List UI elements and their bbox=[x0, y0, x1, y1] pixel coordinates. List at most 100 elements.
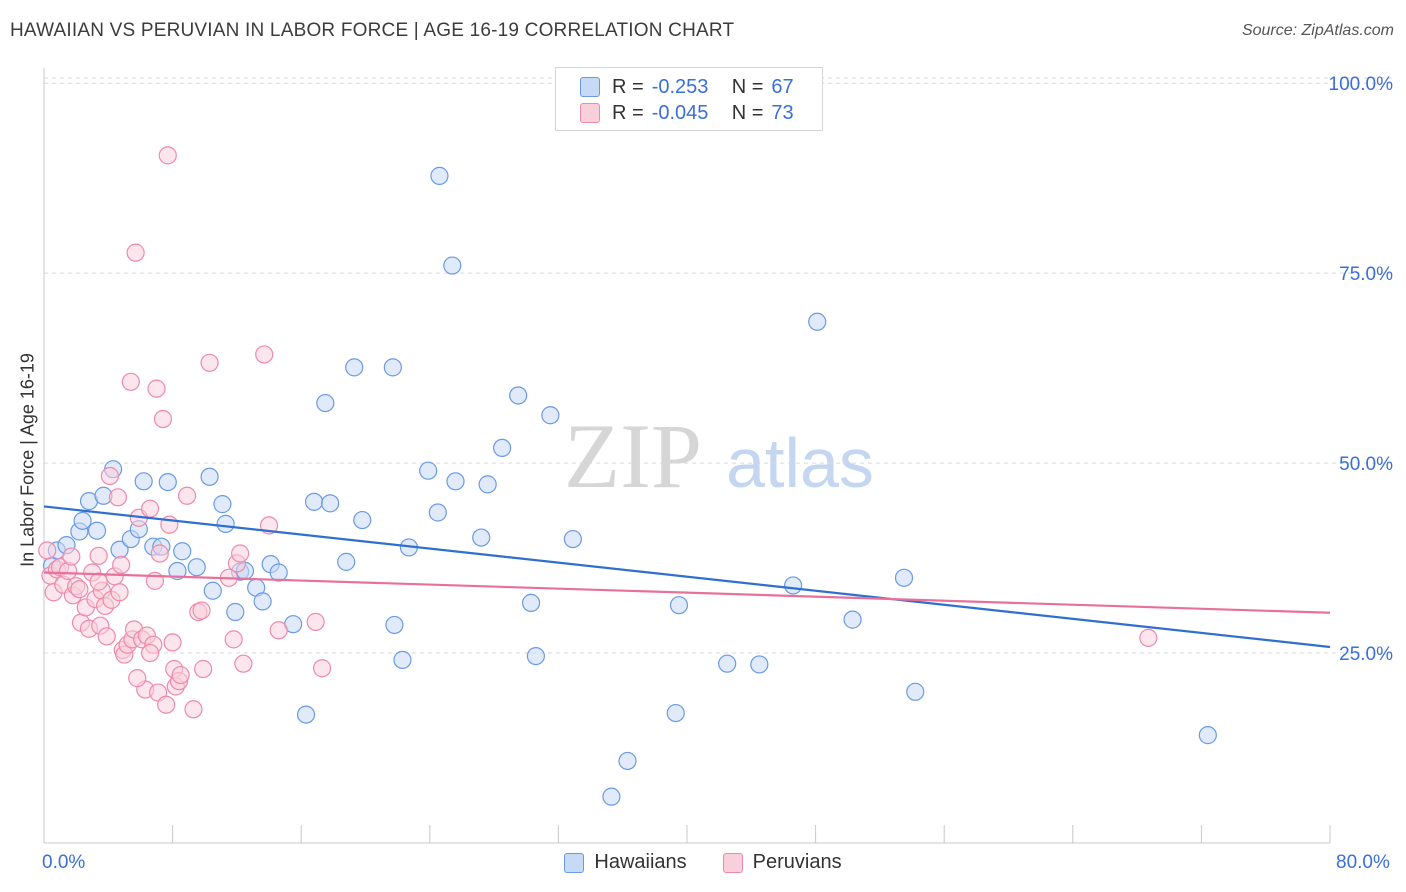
hawaiians-point bbox=[894, 568, 914, 587]
peruvians-point bbox=[97, 627, 116, 646]
hawaiians-point bbox=[173, 542, 192, 561]
peruvians-point bbox=[234, 654, 253, 673]
peruvians-point bbox=[269, 621, 288, 640]
hawaiians-point bbox=[602, 787, 621, 806]
hawaiians-point bbox=[134, 472, 153, 491]
legend-item-peruvians[interactable]: Peruvians bbox=[722, 851, 842, 874]
peruvians-point bbox=[184, 700, 203, 719]
peruvians-point bbox=[112, 555, 131, 575]
peruvians-point bbox=[89, 546, 108, 565]
hawaiians-point bbox=[187, 558, 206, 577]
hawaiians-point bbox=[1198, 726, 1217, 745]
hawaiians-point bbox=[158, 472, 177, 492]
peruvians-point bbox=[163, 633, 182, 652]
n-label: N = bbox=[731, 75, 764, 98]
hawaiians-point bbox=[472, 528, 491, 547]
y-tick-label: 25.0% bbox=[1339, 644, 1393, 665]
hawaiians-point bbox=[345, 358, 364, 377]
hawaiians-swatch bbox=[564, 852, 585, 873]
r-label: R = bbox=[612, 101, 644, 124]
r-label: R = bbox=[612, 75, 644, 98]
hawaiians-trend-line bbox=[43, 505, 1331, 649]
legend-item-hawaiians[interactable]: Hawaiians bbox=[564, 851, 687, 874]
hawaiians-point bbox=[750, 655, 769, 674]
hawaiians-point bbox=[226, 602, 245, 622]
r-value: -0.045 bbox=[651, 101, 709, 124]
r-value: -0.253 bbox=[651, 75, 709, 98]
chart-title: HAWAIIAN VS PERUVIAN IN LABOR FORCE | AG… bbox=[10, 20, 735, 41]
peruvians-point bbox=[62, 547, 81, 566]
hawaiians-point bbox=[203, 581, 222, 600]
legend-label: Peruvians bbox=[752, 851, 842, 873]
hawaiians-point bbox=[316, 393, 335, 413]
hawaiians-point bbox=[253, 592, 272, 611]
stats-legend: R = -0.253 N = 67 R = -0.045 N = 73 bbox=[555, 67, 823, 131]
hawaiians-point bbox=[337, 552, 356, 571]
peruvians-point bbox=[70, 580, 89, 599]
x-tick-label-min: 0.0% bbox=[42, 852, 86, 873]
peruvians-point bbox=[150, 544, 169, 563]
peruvians-point bbox=[255, 345, 274, 364]
peruvians-point bbox=[192, 601, 211, 620]
hawaiians-point bbox=[843, 610, 862, 629]
peruvians-point bbox=[158, 146, 177, 165]
hawaiians-point bbox=[383, 358, 402, 377]
hawaiians-point bbox=[419, 461, 438, 480]
peruvians-point bbox=[121, 372, 140, 391]
x-tick-label-max: 80.0% bbox=[1336, 852, 1390, 873]
n-label: N = bbox=[731, 101, 764, 124]
hawaiians-point bbox=[783, 576, 803, 595]
peruvians-swatch bbox=[580, 103, 600, 123]
hawaiians-point bbox=[213, 495, 232, 514]
hawaiians-point bbox=[73, 511, 92, 530]
y-axis-label: In Labor Force | Age 16-19 bbox=[17, 353, 38, 567]
hawaiians-point bbox=[446, 472, 465, 491]
hawaiians-point bbox=[906, 682, 925, 701]
hawaiians-point bbox=[296, 705, 316, 724]
hawaiians-point bbox=[718, 654, 737, 673]
peruvians-point bbox=[140, 643, 160, 663]
hawaiians-point bbox=[385, 615, 404, 635]
y-tick-label: 50.0% bbox=[1339, 454, 1393, 475]
peruvians-point bbox=[100, 466, 120, 486]
peruvians-point bbox=[171, 665, 190, 685]
hawaiians-point bbox=[428, 503, 447, 522]
stats-row-peruvians: R = -0.045 N = 73 bbox=[580, 101, 794, 125]
watermark-zip: ZIP bbox=[564, 405, 702, 507]
y-tick-label: 100.0% bbox=[1329, 74, 1394, 95]
peruvians-point bbox=[153, 409, 173, 429]
hawaiians-point bbox=[526, 646, 545, 666]
hawaiians-point bbox=[563, 529, 582, 549]
hawaiians-point bbox=[321, 494, 340, 513]
trend-lines bbox=[43, 505, 1331, 649]
peruvians-swatch bbox=[722, 852, 743, 873]
hawaiians-point bbox=[669, 596, 689, 615]
hawaiians-point bbox=[269, 563, 288, 582]
hawaiians-point bbox=[87, 521, 107, 540]
hawaiians-point bbox=[200, 467, 219, 486]
hawaiians-swatch bbox=[580, 77, 600, 97]
peruvians-point bbox=[89, 572, 108, 591]
n-value: 67 bbox=[771, 75, 794, 98]
hawaiians-point bbox=[509, 386, 528, 405]
peruvians-point bbox=[194, 659, 213, 679]
y-tick-labels: 25.0% 50.0% 75.0% 100.0% bbox=[1329, 74, 1394, 665]
peruvians-point bbox=[147, 379, 166, 398]
hawaiians-point bbox=[353, 510, 372, 530]
peruvians-point bbox=[312, 659, 332, 678]
n-value: 73 bbox=[771, 101, 794, 124]
hawaiians-point bbox=[541, 406, 560, 425]
hawaiians-point bbox=[216, 514, 235, 533]
peruvians-point bbox=[110, 583, 129, 602]
hawaiians-point bbox=[478, 475, 497, 494]
peruvians-point bbox=[157, 695, 176, 714]
peruvians-point bbox=[306, 612, 325, 631]
peruvians-trend-line bbox=[43, 571, 1331, 614]
source-label: Source: ZipAtlas.com bbox=[1241, 22, 1394, 39]
hawaiians-point bbox=[618, 751, 637, 771]
peruvians-point bbox=[140, 499, 160, 518]
hawaiians-point bbox=[493, 438, 512, 458]
hawaiians-point bbox=[393, 650, 412, 669]
peruvians-point bbox=[126, 243, 145, 262]
